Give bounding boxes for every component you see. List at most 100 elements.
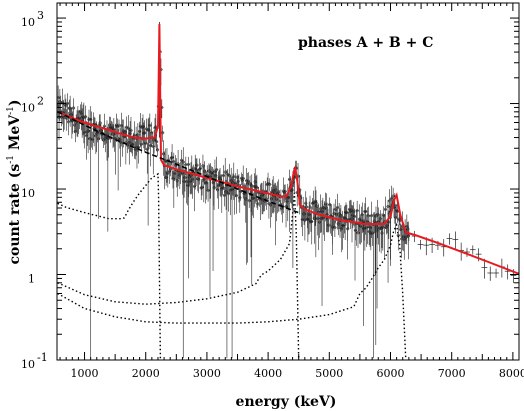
data-point xyxy=(401,234,405,238)
x-tick-label: 2000 xyxy=(132,367,160,380)
data-point xyxy=(305,205,309,209)
x-axis-title: energy (keV) xyxy=(236,394,337,410)
data-point xyxy=(73,129,77,134)
data-point xyxy=(173,171,177,176)
data-point xyxy=(64,104,68,108)
data-point xyxy=(381,225,385,229)
data-point xyxy=(248,182,252,186)
data-point xyxy=(78,110,82,114)
data-point xyxy=(343,216,347,221)
data-point xyxy=(57,96,60,100)
data-point xyxy=(148,123,152,127)
data-point xyxy=(195,163,199,167)
y-axis-title: count rate (s-1 MeV-1) xyxy=(6,99,23,264)
data-point xyxy=(143,131,147,135)
data-point xyxy=(379,226,383,230)
data-point xyxy=(69,113,73,117)
data-point xyxy=(228,188,232,192)
axes: 1000 2000 3000 4000 5000 6000 7000 800010-11101… xyxy=(21,3,524,380)
data-point xyxy=(110,125,114,129)
data-point xyxy=(368,226,372,230)
data-point xyxy=(290,188,294,192)
data-point xyxy=(127,140,131,144)
data-point xyxy=(192,184,196,188)
data-point xyxy=(371,231,375,235)
data-point xyxy=(126,126,130,130)
data-point xyxy=(284,204,288,209)
x-tick-label: 7000 xyxy=(438,367,466,380)
data-point xyxy=(283,189,287,193)
data-point xyxy=(235,175,239,179)
data-point xyxy=(166,171,170,175)
data-point xyxy=(179,158,184,162)
data-point xyxy=(223,170,227,174)
y-tick-exponent: 2 xyxy=(37,95,44,108)
y-tick-exponent: 3 xyxy=(37,9,44,22)
data-point xyxy=(313,199,317,203)
data-point xyxy=(323,202,327,206)
data-point xyxy=(241,176,245,181)
data-point xyxy=(399,228,403,232)
x-tick-label: 3000 xyxy=(193,367,221,380)
y-tick-exponent: -1 xyxy=(37,351,48,364)
data-point xyxy=(394,216,398,220)
data-point xyxy=(191,177,195,181)
plot-area xyxy=(57,21,519,360)
data-point xyxy=(224,190,228,194)
data-point xyxy=(349,208,353,212)
data-point xyxy=(209,171,214,175)
data-point xyxy=(161,152,166,156)
data-point xyxy=(268,182,272,186)
data-point xyxy=(171,177,175,181)
data-point xyxy=(333,226,337,230)
data-point xyxy=(359,224,363,229)
data-point xyxy=(222,193,226,197)
x-tick-label: 6000 xyxy=(376,367,404,380)
component-dotted-line xyxy=(57,192,300,360)
data-point xyxy=(320,210,324,214)
y-tick-label: 10 xyxy=(21,102,35,115)
data-point xyxy=(169,156,173,160)
data-point xyxy=(337,212,341,216)
data-point xyxy=(269,203,273,207)
data-point xyxy=(90,138,94,142)
data-point xyxy=(144,127,148,131)
data-point xyxy=(389,197,393,201)
data-point xyxy=(269,197,274,201)
data-point xyxy=(59,101,63,105)
data-point xyxy=(126,143,130,147)
data-point xyxy=(98,121,102,125)
data-point xyxy=(332,212,336,216)
data-point xyxy=(102,124,106,128)
data-point xyxy=(246,179,250,183)
data-point xyxy=(203,169,207,173)
data-point xyxy=(96,137,100,141)
background-dashed-line xyxy=(57,111,299,214)
data-point xyxy=(215,168,219,172)
data-point xyxy=(229,178,233,183)
data-point xyxy=(201,164,205,168)
data-point xyxy=(119,140,123,144)
data-point xyxy=(164,175,168,180)
data-point xyxy=(356,231,360,235)
y-axis-title-unit: MeV xyxy=(7,114,23,155)
y-tick-label: 10 xyxy=(21,187,35,200)
data-point xyxy=(304,201,308,205)
data-point xyxy=(365,225,369,229)
data-point xyxy=(306,217,310,222)
x-tick-label: 8000 xyxy=(499,367,524,380)
data-point xyxy=(102,138,106,142)
data-point xyxy=(210,172,214,176)
data-point xyxy=(221,185,225,189)
data-point xyxy=(319,216,323,220)
data-point xyxy=(178,173,182,177)
data-point xyxy=(260,193,264,197)
data-point xyxy=(72,123,76,127)
x-tick-label: 1000 xyxy=(71,367,99,380)
data-point xyxy=(388,199,392,203)
data-point xyxy=(123,130,127,134)
data-point xyxy=(136,133,140,137)
data-point xyxy=(66,120,70,124)
data-point xyxy=(308,205,312,209)
